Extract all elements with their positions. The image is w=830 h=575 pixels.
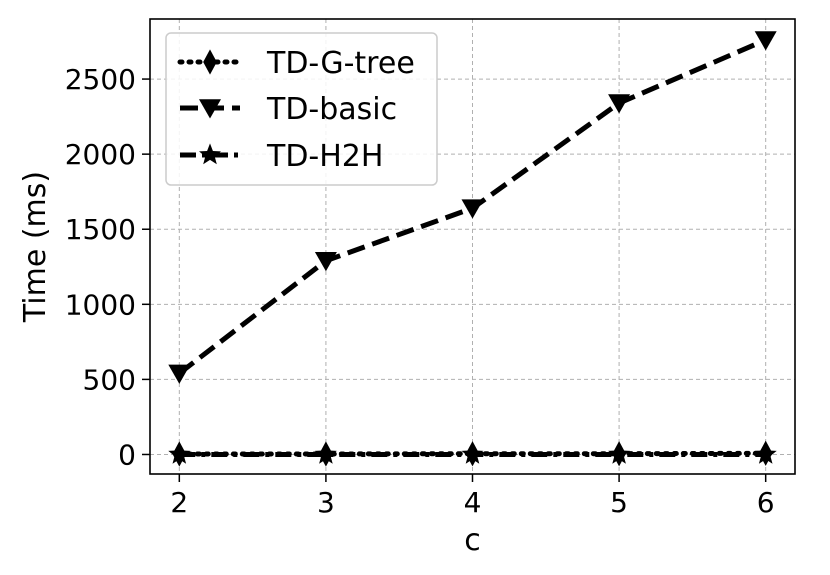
y-tick-label: 1000: [65, 288, 136, 321]
data-point: [465, 441, 480, 467]
x-tick-label: 6: [757, 486, 775, 519]
data-point: [758, 440, 773, 466]
legend-label: TD-G-tree: [266, 46, 415, 81]
x-tick-label: 5: [610, 486, 628, 519]
legend-item: TD-basic: [180, 92, 397, 127]
y-axis-label: Time (ms): [18, 171, 53, 323]
data-point: [612, 441, 626, 467]
series-layer: [168, 31, 777, 467]
data-point: [319, 441, 333, 467]
legend-item: TD-H2H: [180, 139, 383, 174]
series-line: [176, 450, 769, 457]
legend-box: [165, 32, 438, 186]
legend-item: TD-G-tree: [177, 46, 415, 81]
y-tick-label: 500: [83, 363, 136, 396]
y-tick-label: 0: [118, 438, 136, 471]
x-tick-label: 3: [317, 486, 335, 519]
legend-marker: [199, 143, 221, 165]
legend: TD-G-tree TD-basic TD-H2H: [165, 32, 438, 186]
x-tick-label: 4: [464, 486, 482, 519]
x-axis-label: c: [464, 523, 481, 558]
data-point: [314, 251, 337, 272]
data-point: [461, 199, 484, 219]
series-td-basic: [168, 31, 777, 384]
legend-label: TD-H2H: [266, 139, 383, 174]
x-tick-label: 2: [170, 486, 188, 519]
legend-marker: [203, 49, 217, 75]
series-td-g-tree: [172, 440, 773, 467]
ticks: 2 3 4 5 6 0 500 1000 1500 2000 2500: [65, 63, 775, 519]
legend-label: TD-basic: [266, 92, 397, 127]
data-point: [168, 364, 191, 384]
y-tick-label: 2000: [65, 138, 136, 171]
data-point: [172, 441, 187, 467]
data-point: [754, 31, 777, 51]
y-tick-label: 1500: [65, 213, 136, 246]
legend-marker: [199, 99, 221, 119]
data-point: [608, 94, 631, 114]
y-tick-label: 2500: [65, 63, 136, 96]
